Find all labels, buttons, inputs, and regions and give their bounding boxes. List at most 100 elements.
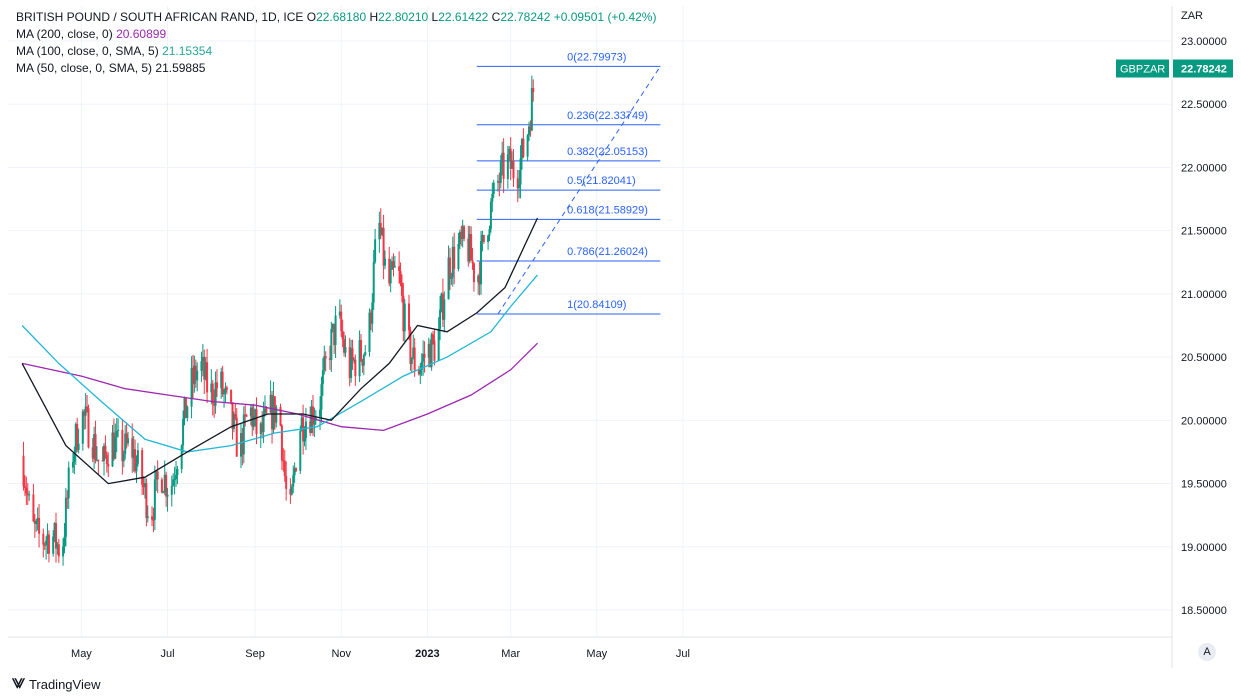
- candle-up: [263, 408, 266, 414]
- candle-up: [35, 520, 38, 524]
- candle-up: [477, 275, 480, 283]
- candle-down: [343, 339, 346, 353]
- auto-scale-button[interactable]: A: [1198, 643, 1216, 661]
- legend-ma100-row[interactable]: MA (100, close, 0, SMA, 5) 21.15354: [16, 43, 656, 60]
- candle-down: [392, 261, 395, 268]
- open-value: 22.68180: [316, 10, 367, 24]
- candle-up: [103, 445, 106, 461]
- legend-ma50-row[interactable]: MA (50, close, 0, SMA, 5) 21.59885: [16, 60, 656, 77]
- tradingview-footer[interactable]: ⨈ TradingView: [12, 676, 100, 692]
- candle-down: [145, 483, 148, 519]
- candle-down: [241, 433, 244, 455]
- candle-down: [191, 367, 194, 385]
- candle-up: [210, 383, 213, 393]
- candle-up: [81, 411, 84, 444]
- candle-down: [261, 423, 264, 433]
- price-axis[interactable]: ZAR 23.00000 22.50000 22.00000 21.50000 21.00…: [1116, 10, 1233, 617]
- candle-down: [97, 459, 100, 461]
- candle-up: [374, 239, 377, 262]
- price-tick-label: 22.00000: [1181, 162, 1227, 174]
- price-tick-label: 19.00000: [1181, 542, 1227, 554]
- candle-up: [193, 365, 196, 385]
- candle-up: [528, 126, 531, 136]
- moving-average-lines: [21, 217, 539, 485]
- candle-up: [272, 396, 275, 430]
- brand-name: TradingView: [28, 676, 101, 692]
- candle-down: [532, 88, 535, 93]
- price-tick-label: 21.50000: [1181, 226, 1227, 238]
- candle-up: [214, 382, 217, 406]
- candle-up: [73, 452, 76, 463]
- candle-up: [180, 445, 183, 470]
- candle-up: [223, 392, 226, 395]
- candle-up: [275, 407, 278, 423]
- candle-up: [45, 540, 48, 546]
- candle-down: [215, 382, 218, 389]
- low-label: L: [431, 10, 439, 24]
- candle-down: [230, 389, 233, 403]
- candle-up: [67, 467, 70, 499]
- candle-up: [64, 497, 67, 537]
- candle-down: [463, 226, 466, 239]
- fibonacci-retracement[interactable]: 0(22.79973) 0.236(22.33749) 0.382(22.05153…: [476, 51, 661, 315]
- candle-up: [232, 414, 235, 430]
- price-tick-label: 20.50000: [1181, 352, 1227, 364]
- candle-up: [242, 414, 245, 455]
- candle-up: [338, 311, 341, 316]
- candle-down: [194, 365, 197, 381]
- time-axis[interactable]: May Jul Sep Nov 2023 Mar May Jul: [71, 648, 690, 660]
- candle-down: [22, 455, 25, 487]
- candle-up: [403, 303, 406, 332]
- candle-down: [213, 403, 216, 406]
- candle-up: [461, 226, 464, 239]
- candle-up: [501, 152, 504, 162]
- candle-down: [151, 516, 154, 520]
- candle-down: [55, 523, 58, 549]
- candle-up: [153, 479, 156, 520]
- candle-down: [467, 238, 470, 262]
- candle-down: [382, 227, 385, 266]
- fib-level-label: 0.786(21.26024): [567, 246, 648, 258]
- fib-level-label: 0.236(22.33749): [567, 110, 648, 122]
- candle-up: [132, 449, 135, 458]
- candle-up: [350, 348, 353, 378]
- candle-up: [496, 180, 499, 183]
- candle-down: [271, 394, 274, 430]
- open-label: O: [306, 10, 317, 24]
- fib-trend-line: [497, 66, 661, 315]
- candle-down: [42, 533, 45, 545]
- candle-up: [135, 463, 138, 472]
- candle-up: [269, 394, 272, 413]
- fib-level-label: 1(20.84109): [567, 299, 626, 311]
- candle-down: [245, 415, 248, 417]
- candle-up: [410, 358, 413, 364]
- candle-up: [115, 431, 118, 438]
- candle-up: [458, 232, 461, 244]
- candle-up: [114, 437, 117, 459]
- candle-up: [384, 258, 387, 266]
- candle-down: [498, 180, 501, 183]
- candle-up: [427, 343, 430, 358]
- candle-up: [412, 347, 415, 359]
- candle-down: [441, 293, 444, 320]
- time-tick-label: Nov: [331, 648, 351, 660]
- candle-down: [470, 234, 473, 261]
- candle-down: [38, 517, 41, 534]
- legend-ma200-row[interactable]: MA (200, close, 0) 20.60899: [16, 26, 656, 43]
- candle-down: [379, 222, 382, 235]
- candle-down: [285, 475, 288, 489]
- candle-up: [310, 406, 313, 433]
- candle-down: [348, 347, 351, 378]
- candle-down: [279, 407, 282, 426]
- candle-down: [400, 283, 403, 296]
- candle-up: [93, 434, 96, 459]
- candle-down: [165, 474, 168, 497]
- candle-down: [43, 544, 46, 546]
- tradingview-logo-icon: ⨈: [12, 676, 25, 691]
- candle-down: [398, 266, 401, 272]
- candle-up: [352, 359, 355, 361]
- candle-down: [141, 450, 144, 485]
- candle-down: [399, 271, 402, 284]
- time-tick-label: May: [586, 648, 607, 660]
